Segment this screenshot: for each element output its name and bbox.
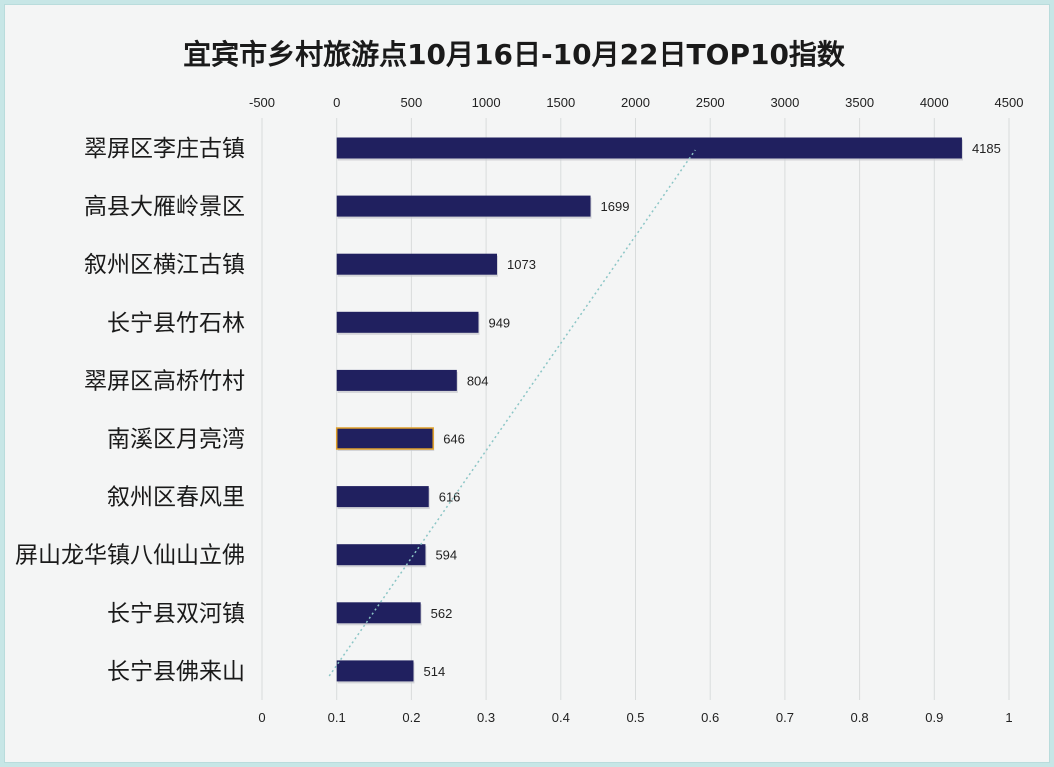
- data-label: 804: [467, 373, 489, 388]
- category-label: 翠屏区高桥竹村: [84, 368, 245, 394]
- data-label: 514: [423, 664, 445, 679]
- category-label: 高县大雁岭景区: [84, 194, 245, 220]
- bottom-axis: 0 0.1 0.2 0.3 0.4 0.5 0.6 0.7 0.8 0.9 1: [258, 710, 1012, 725]
- data-label: 1073: [507, 257, 536, 272]
- top-axis: -500 0 500 1000 1500 2000 2500 3000 3500 4000 4500: [249, 95, 1023, 110]
- top-tick-label: 2000: [621, 95, 650, 110]
- category-label: 南溪区月亮湾: [107, 427, 245, 453]
- bottom-tick-label: 0: [258, 710, 265, 725]
- category-labels: 翠屏区李庄古镇高县大雁岭景区叙州区横江古镇长宁县竹石林翠屏区高桥竹村南溪区月亮湾…: [15, 136, 245, 685]
- bar: [336, 486, 429, 508]
- bar: [336, 369, 457, 391]
- bar: [336, 253, 498, 275]
- top-tick-label: 0: [333, 95, 340, 110]
- category-label: 长宁县佛来山: [107, 659, 245, 685]
- category-label: 长宁县竹石林: [107, 310, 245, 336]
- data-labels: 4185 1699 1073 949 804 646 616 594 562 514: [423, 141, 1000, 679]
- bottom-tick-label: 0.9: [925, 710, 943, 725]
- data-label: 594: [435, 548, 457, 563]
- data-label: 646: [443, 432, 465, 447]
- top-tick-label: 4500: [995, 95, 1024, 110]
- dotted-line-layer: [328, 149, 696, 677]
- bar: [336, 544, 426, 566]
- bar: [335, 427, 434, 450]
- dotted-trend-line: [328, 149, 696, 677]
- top-tick-label: 1500: [546, 95, 575, 110]
- bottom-tick-label: 0.8: [851, 710, 869, 725]
- chart-title: 宜宾市乡村旅游点10月16日-10月22日TOP10指数: [183, 38, 846, 71]
- bottom-tick-label: 0.6: [701, 710, 719, 725]
- bottom-tick-label: 0.4: [552, 710, 570, 725]
- data-label: 1699: [601, 199, 630, 214]
- data-label: 562: [431, 606, 453, 621]
- bar: [336, 311, 479, 333]
- category-label: 屏山龙华镇八仙山立佛: [15, 543, 245, 569]
- bar: [336, 195, 591, 217]
- bar: [336, 660, 414, 682]
- data-label: 949: [488, 315, 510, 330]
- top-tick-label: 1000: [472, 95, 501, 110]
- top-tick-label: 500: [401, 95, 423, 110]
- top-tick-label: 2500: [696, 95, 725, 110]
- top-tick-label: 3000: [770, 95, 799, 110]
- chart-frame: [4, 4, 1050, 763]
- bar: [336, 137, 962, 159]
- data-label: 616: [439, 490, 461, 505]
- top-tick-label: 4000: [920, 95, 949, 110]
- category-label: 叙州区横江古镇: [84, 252, 245, 278]
- bars: [335, 137, 963, 684]
- bottom-tick-label: 0.7: [776, 710, 794, 725]
- bottom-tick-label: 0.3: [477, 710, 495, 725]
- category-label: 长宁县双河镇: [107, 601, 245, 627]
- category-label: 翠屏区李庄古镇: [84, 136, 245, 162]
- bar: [336, 602, 421, 624]
- bottom-tick-label: 0.1: [328, 710, 346, 725]
- bottom-tick-label: 1: [1005, 710, 1012, 725]
- top-tick-label: 3500: [845, 95, 874, 110]
- category-label: 叙州区春风里: [107, 485, 245, 511]
- top-tick-label: -500: [249, 95, 275, 110]
- bottom-tick-label: 0.2: [402, 710, 420, 725]
- bottom-tick-label: 0.5: [626, 710, 644, 725]
- data-label: 4185: [972, 141, 1001, 156]
